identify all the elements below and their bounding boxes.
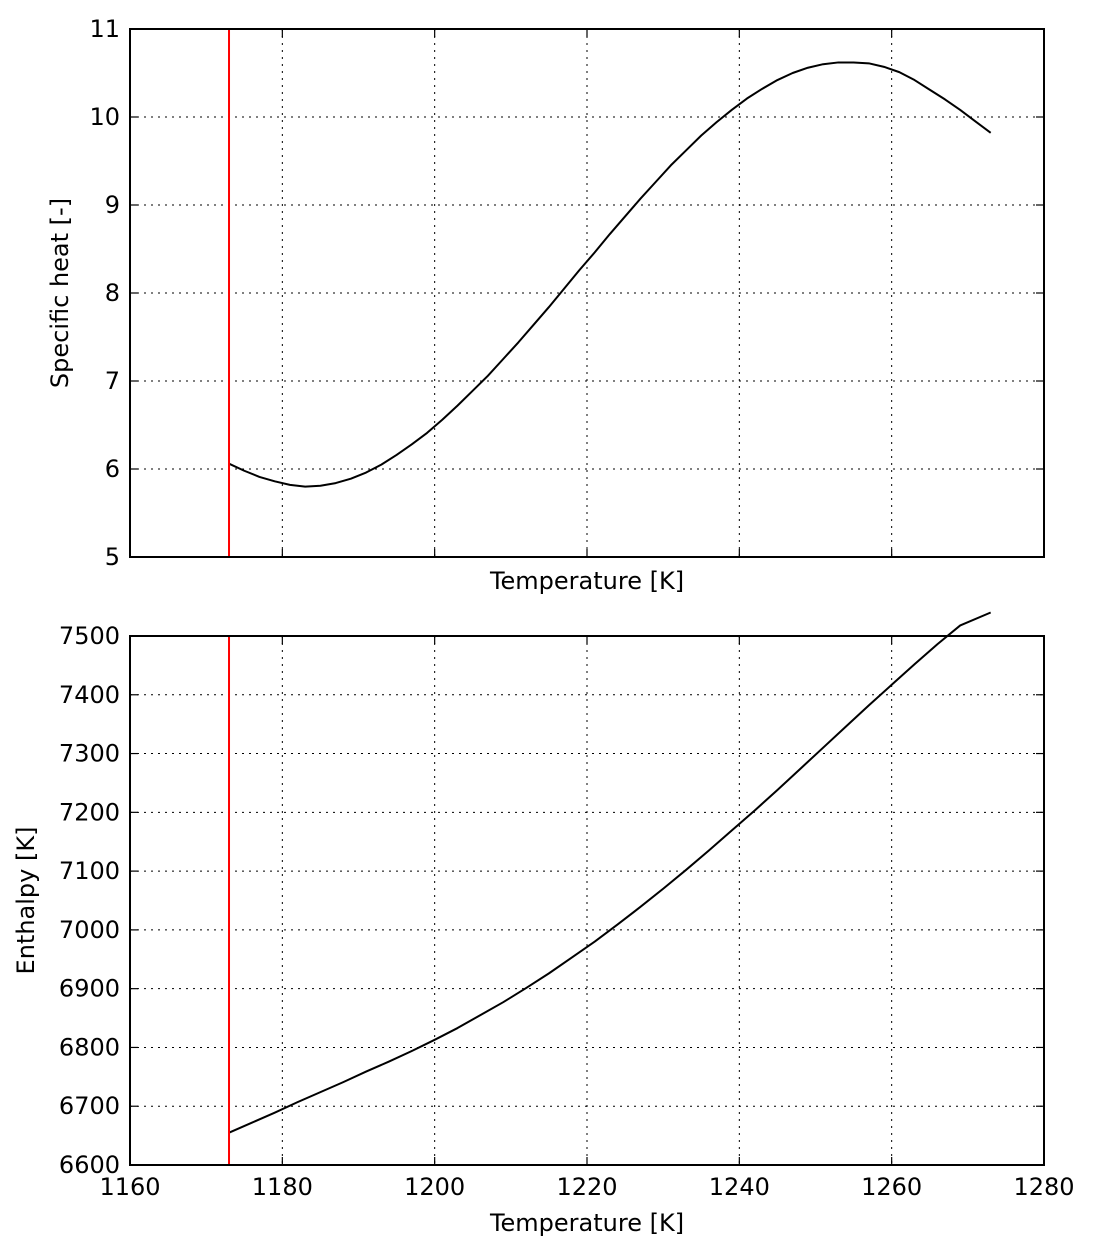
series-line-enthalpy <box>228 611 992 1134</box>
y-tick-label: 9 <box>105 191 120 219</box>
x-tick-label: 1200 <box>404 1173 465 1201</box>
y-axis-label: Enthalpy [K] <box>12 827 40 975</box>
x-axis-label: Temperature [K] <box>489 567 684 595</box>
x-tick-label: 1160 <box>99 1173 160 1201</box>
y-tick-label: 6600 <box>59 1151 120 1179</box>
series-group <box>228 61 992 488</box>
y-tick-label: 7400 <box>59 681 120 709</box>
y-tick-labels: 6600 6700 6800 6900 7000 7100 7200 7300 7400 7500 <box>59 622 120 1179</box>
y-tick-label: 6700 <box>59 1092 120 1120</box>
x-tick-label: 1180 <box>252 1173 313 1201</box>
y-tick-label: 5 <box>105 543 120 571</box>
y-tick-labels: 5 6 7 8 9 10 11 <box>89 15 120 571</box>
y-tick-label: 7100 <box>59 857 120 885</box>
y-tick-label: 11 <box>89 15 120 43</box>
series-group <box>228 611 992 1134</box>
y-tick-label: 6800 <box>59 1033 120 1061</box>
y-tick-label: 7000 <box>59 916 120 944</box>
y-axis-label: Specific heat [-] <box>46 198 74 388</box>
series-line-specific-heat <box>228 61 992 488</box>
x-tick-labels: 1160 1180 1200 1220 1240 1260 1280 <box>99 1173 1074 1201</box>
tick-marks <box>129 635 1045 1166</box>
x-tick-label: 1220 <box>556 1173 617 1201</box>
y-tick-label: 6 <box>105 455 120 483</box>
y-tick-label: 6900 <box>59 975 120 1003</box>
grid-lines <box>130 636 1044 1165</box>
x-tick-label: 1240 <box>709 1173 770 1201</box>
y-tick-label: 7200 <box>59 798 120 826</box>
enthalpy-panel: 6600 6700 6800 6900 7000 7100 7200 7300 7400 7500… <box>12 611 1075 1237</box>
y-tick-label: 7300 <box>59 740 120 768</box>
y-tick-label: 7 <box>105 367 120 395</box>
x-tick-label: 1280 <box>1013 1173 1074 1201</box>
x-tick-label: 1260 <box>861 1173 922 1201</box>
tick-marks <box>129 28 1045 558</box>
y-tick-label: 10 <box>89 103 120 131</box>
specific-heat-panel: 5 6 7 8 9 10 11 Temperature [K] Specific heat … <box>46 15 1045 595</box>
x-axis-label: Temperature [K] <box>489 1209 684 1237</box>
grid-lines <box>130 29 1044 557</box>
y-tick-label: 8 <box>105 279 120 307</box>
y-tick-label: 7500 <box>59 622 120 650</box>
